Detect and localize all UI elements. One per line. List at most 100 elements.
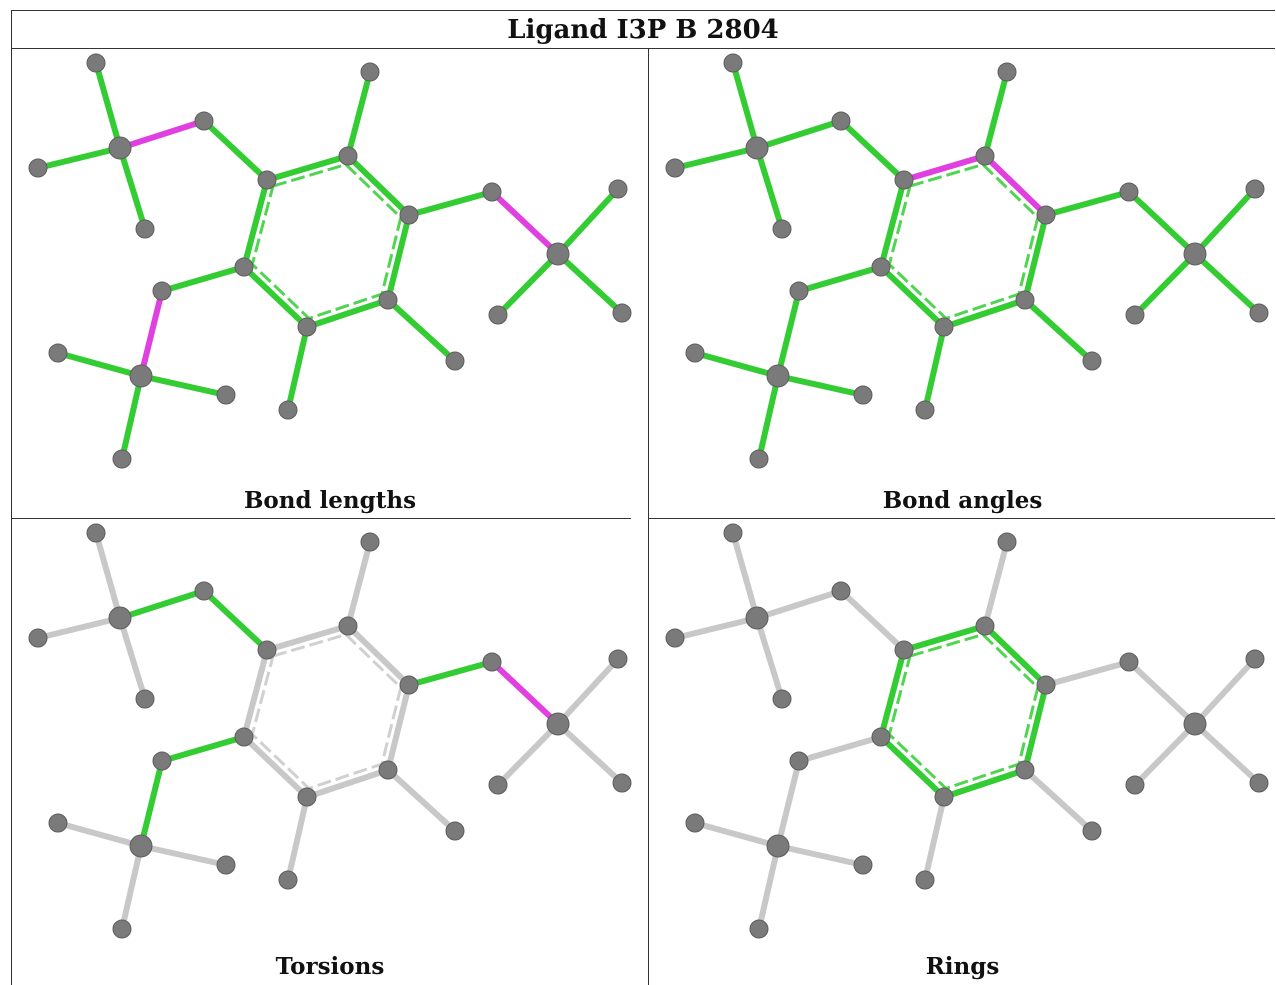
- bond-c5-c6: [878, 734, 947, 800]
- atom-c3: [1036, 675, 1056, 695]
- bond-c1-c2: [264, 623, 351, 653]
- atom-c6: [234, 727, 254, 747]
- bond-c3-o3: [406, 659, 495, 688]
- caption-bond-lengths: Bond lengths: [243, 487, 417, 514]
- atom-h4: [445, 821, 465, 841]
- atom-h3a: [608, 649, 628, 669]
- bond-m1-h1a: [93, 530, 123, 621]
- bond-c5-c6: [241, 734, 310, 800]
- bond-m3-h3a: [1192, 186, 1258, 257]
- caption-torsions: Torsions: [275, 953, 385, 980]
- atom-h3a: [1245, 649, 1265, 669]
- bond-c1-c2: [264, 153, 351, 183]
- atom-c6: [871, 727, 891, 747]
- atom-h2: [997, 532, 1017, 552]
- bond-o3-m3: [1126, 659, 1198, 727]
- atom-o6: [152, 281, 172, 301]
- bond-c3-c4: [385, 212, 412, 303]
- atom-c2: [975, 146, 995, 166]
- atom-h4: [445, 351, 465, 371]
- bond-c2-h2: [345, 69, 373, 159]
- atom-h6c: [112, 919, 132, 939]
- bond-c6-o6: [159, 264, 247, 294]
- atom-h6c: [749, 919, 769, 939]
- molecule-group: [28, 523, 632, 939]
- atom-h6b: [853, 385, 873, 405]
- bond-c5-h5: [285, 794, 310, 883]
- atom-h6a: [685, 813, 705, 833]
- bond-m1-h1c: [117, 615, 148, 702]
- atom-m3: [1183, 712, 1207, 736]
- atom-o6: [789, 751, 809, 771]
- bond-m1-h1b: [35, 615, 123, 641]
- bond-c5-h5: [285, 324, 310, 413]
- atom-c1: [894, 640, 914, 660]
- atom-h6a: [48, 813, 68, 833]
- bond-m3-h3c: [555, 251, 625, 316]
- bond-c4-c5: [941, 767, 1028, 800]
- atom-m3: [546, 712, 570, 736]
- bond-m3-h3c: [555, 721, 625, 786]
- bond-m1-h1a: [93, 60, 123, 151]
- bond-c5-c6: [878, 264, 947, 330]
- bond-m6-h6b: [775, 843, 866, 868]
- atom-m1: [108, 606, 132, 630]
- atom-h3a: [1245, 179, 1265, 199]
- bond-c6-c1: [878, 177, 907, 270]
- atom-m6: [766, 364, 790, 388]
- atom-c5: [297, 317, 317, 337]
- atom-h3b: [488, 305, 508, 325]
- panel-bond-angles: Bond angles: [649, 49, 1276, 518]
- bond-o3-m3: [489, 659, 561, 727]
- caption-rings: Rings: [925, 953, 1000, 980]
- atom-h6c: [749, 449, 769, 469]
- atom-c2: [975, 616, 995, 636]
- atom-m6: [766, 834, 790, 858]
- atom-h6a: [48, 343, 68, 363]
- atom-m6: [129, 364, 153, 388]
- frame-top: [11, 10, 1275, 11]
- frame-divider-vertical: [648, 48, 649, 985]
- atom-h1b: [665, 158, 685, 178]
- atom-o3: [482, 182, 502, 202]
- bond-o1-c1: [838, 588, 907, 653]
- bond-m6-h6a: [692, 820, 781, 849]
- atom-h1a: [723, 523, 743, 543]
- atom-h3c: [612, 303, 632, 323]
- bond-m6-h6b: [138, 843, 229, 868]
- bond-c4-h4: [385, 297, 458, 364]
- bond-c5-c6: [241, 264, 310, 330]
- atom-c4: [1015, 760, 1035, 780]
- atom-m3: [546, 242, 570, 266]
- atom-h1c: [772, 219, 792, 239]
- atom-c6: [234, 257, 254, 277]
- bond-m1-o1: [117, 588, 207, 621]
- atom-o1: [831, 111, 851, 131]
- bond-m3-h3a: [555, 186, 621, 257]
- panel-torsions: Torsions: [12, 519, 648, 985]
- molecule-group: [665, 523, 1269, 939]
- bond-o6-m6: [138, 758, 165, 849]
- atom-o3: [1119, 652, 1139, 672]
- molecule-bond-lengths: [28, 53, 632, 469]
- bond-m3-h3b: [1132, 251, 1198, 318]
- bond-m3-h3b: [495, 721, 561, 788]
- atom-o3: [482, 652, 502, 672]
- bond-m1-o1: [754, 118, 844, 151]
- bond-c1-c2: [901, 153, 988, 183]
- bond-o1-c1: [838, 118, 907, 183]
- bond-o6-m6: [775, 758, 802, 849]
- atom-o6: [152, 751, 172, 771]
- atom-h6c: [112, 449, 132, 469]
- molecule-group: [28, 53, 632, 469]
- bond-c2-h2: [982, 539, 1010, 629]
- atom-h3b: [488, 775, 508, 795]
- atom-c3: [399, 675, 419, 695]
- bond-o6-m6: [138, 288, 165, 379]
- bond-c4-h4: [385, 767, 458, 834]
- bond-m3-h3b: [1132, 721, 1198, 788]
- bond-m1-o1: [754, 588, 844, 621]
- atom-h4: [1082, 821, 1102, 841]
- atom-h2: [360, 62, 380, 82]
- bond-m3-h3b: [495, 251, 561, 318]
